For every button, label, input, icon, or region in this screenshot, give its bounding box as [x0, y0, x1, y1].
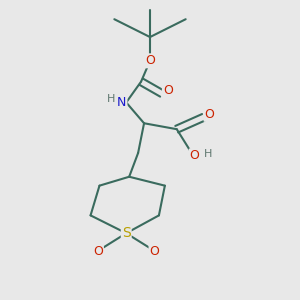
Text: O: O: [163, 84, 173, 97]
Text: H: H: [204, 149, 212, 160]
Text: O: O: [149, 244, 159, 258]
Text: O: O: [93, 244, 103, 258]
Text: N: N: [117, 96, 127, 109]
Text: H: H: [107, 94, 116, 104]
Text: O: O: [205, 108, 214, 121]
Text: O: O: [145, 54, 155, 67]
Text: O: O: [190, 149, 200, 162]
Text: S: S: [122, 226, 130, 240]
